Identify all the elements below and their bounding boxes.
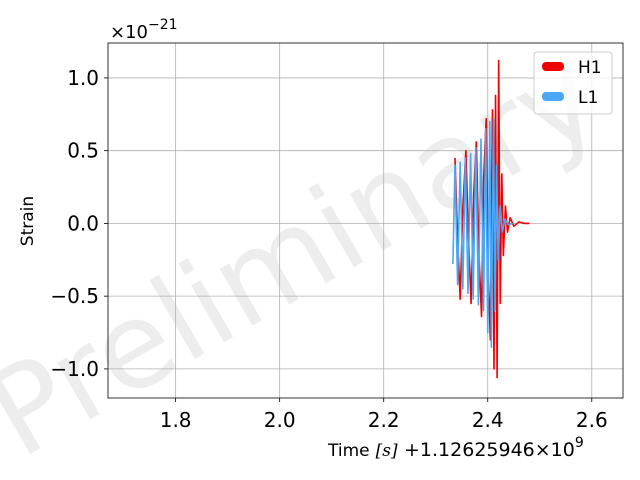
x-offset: +1.12625946×109	[404, 435, 584, 461]
series-line-l1	[452, 117, 513, 348]
y-tick-label: 0.0	[67, 211, 99, 235]
x-axis-label-text: Time	[327, 441, 370, 461]
series-line-h1	[454, 59, 530, 379]
legend-swatch-l1	[542, 92, 564, 101]
x-axis-label-unit: [s]	[376, 441, 398, 461]
y-multiplier-base: ×10	[110, 22, 148, 43]
y-tick-label: −1.0	[50, 357, 99, 381]
x-offset-exp: 9	[575, 435, 584, 451]
legend: H1 L1	[533, 51, 613, 115]
legend-label-h1: H1	[578, 58, 602, 78]
legend-swatch-h1	[542, 62, 564, 71]
series-layer	[452, 59, 530, 379]
y-tick-label: 1.0	[67, 66, 99, 90]
x-axis-ticks: 1.8 2.0 2.2 2.4 2.6	[160, 398, 608, 432]
y-tick-label: 0.5	[67, 139, 99, 163]
y-tick-label: −0.5	[50, 284, 99, 308]
grid-lines	[108, 43, 623, 398]
x-tick-label: 2.0	[264, 408, 296, 432]
y-multiplier-exp: −21	[148, 17, 178, 33]
y-axis-ticks: 1.0 0.5 0.0 −0.5 −1.0	[50, 66, 108, 381]
x-tick-label: 2.2	[368, 408, 400, 432]
y-axis-label: Strain	[18, 196, 38, 246]
x-offset-base: +1.12625946×10	[404, 439, 575, 461]
y-multiplier: ×10−21	[110, 17, 178, 43]
x-axis-label: Time [s]	[327, 441, 398, 461]
x-tick-label: 2.6	[576, 408, 608, 432]
x-tick-label: 2.4	[472, 408, 504, 432]
legend-label-l1: L1	[578, 88, 598, 108]
watermark-preliminary: Preliminary	[0, 26, 621, 480]
x-tick-label: 1.8	[160, 408, 192, 432]
plot-frame	[107, 42, 624, 399]
